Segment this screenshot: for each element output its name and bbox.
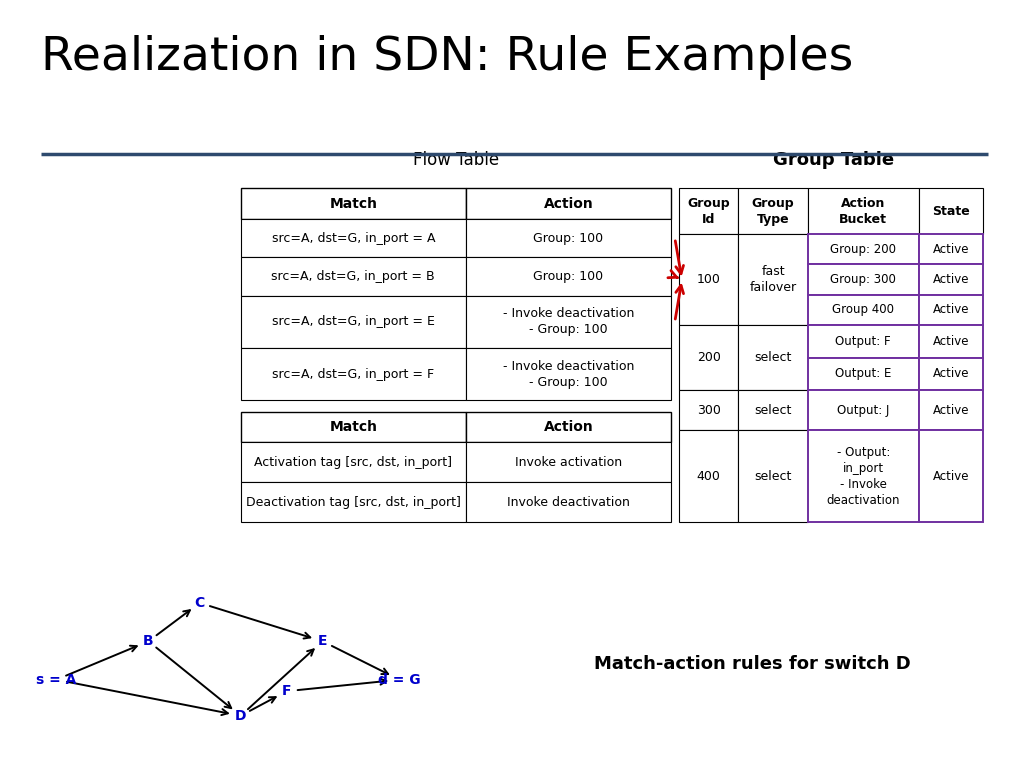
Bar <box>466 412 671 442</box>
Bar <box>919 357 983 390</box>
Text: s = A: s = A <box>36 673 77 687</box>
Text: Active: Active <box>933 367 969 380</box>
Bar <box>919 188 983 234</box>
Text: d = G: d = G <box>378 673 421 687</box>
Text: 200: 200 <box>696 351 721 364</box>
Text: Group: 200: Group: 200 <box>830 243 896 256</box>
Text: src=A, dst=G, in_port = A: src=A, dst=G, in_port = A <box>271 232 435 244</box>
Bar <box>679 430 738 522</box>
Text: select: select <box>755 351 792 364</box>
Text: Active: Active <box>933 470 969 482</box>
Text: src=A, dst=G, in_port = F: src=A, dst=G, in_port = F <box>272 368 434 380</box>
Text: 100: 100 <box>696 273 721 286</box>
Text: Output: J: Output: J <box>837 404 890 416</box>
Bar <box>808 390 919 430</box>
Text: - Output:
in_port
- Invoke
deactivation: - Output: in_port - Invoke deactivation <box>826 445 900 507</box>
Bar <box>679 325 738 390</box>
Bar <box>466 219 671 257</box>
Text: src=A, dst=G, in_port = E: src=A, dst=G, in_port = E <box>271 316 435 328</box>
Bar <box>919 390 983 430</box>
Text: Match: Match <box>330 420 377 434</box>
Text: Action: Action <box>544 197 593 210</box>
Text: Group: 100: Group: 100 <box>534 232 603 244</box>
Text: Group: 100: Group: 100 <box>534 270 603 283</box>
Text: B: B <box>143 634 154 648</box>
Bar <box>738 325 808 390</box>
Text: src=A, dst=G, in_port = B: src=A, dst=G, in_port = B <box>271 270 435 283</box>
Bar <box>241 219 466 257</box>
Bar <box>466 188 671 219</box>
Text: 300: 300 <box>696 404 721 416</box>
Text: Output: E: Output: E <box>835 367 892 380</box>
Bar <box>241 296 466 348</box>
Bar <box>466 482 671 522</box>
Bar <box>679 234 738 325</box>
Bar <box>738 234 808 325</box>
Bar <box>466 442 671 482</box>
Bar <box>919 234 983 264</box>
Text: State: State <box>932 205 970 217</box>
Bar <box>919 295 983 325</box>
Bar <box>466 257 671 296</box>
Text: Flow Table: Flow Table <box>413 151 499 169</box>
Bar <box>241 348 466 400</box>
Text: Action
Bucket: Action Bucket <box>840 197 887 226</box>
Bar <box>466 296 671 348</box>
Bar <box>808 264 919 295</box>
Bar <box>241 412 466 442</box>
Bar <box>808 295 919 325</box>
Text: Match-action rules for switch D: Match-action rules for switch D <box>594 655 911 674</box>
Text: Realization in SDN: Rule Examples: Realization in SDN: Rule Examples <box>41 35 853 80</box>
Bar <box>919 325 983 357</box>
Bar <box>808 188 919 234</box>
Text: D: D <box>234 709 247 723</box>
Text: - Invoke deactivation
- Group: 100: - Invoke deactivation - Group: 100 <box>503 359 634 389</box>
Text: E: E <box>317 634 328 648</box>
Text: C: C <box>195 596 205 610</box>
Text: Invoke deactivation: Invoke deactivation <box>507 496 630 508</box>
Text: Deactivation tag [src, dst, in_port]: Deactivation tag [src, dst, in_port] <box>246 496 461 508</box>
Text: - Invoke deactivation
- Group: 100: - Invoke deactivation - Group: 100 <box>503 307 634 336</box>
Bar <box>808 357 919 390</box>
Text: Output: F: Output: F <box>836 335 891 348</box>
Text: Group Table: Group Table <box>773 151 894 169</box>
Text: Group
Id: Group Id <box>687 197 730 226</box>
Text: select: select <box>755 470 792 482</box>
Bar <box>679 390 738 430</box>
Bar <box>241 188 466 219</box>
Text: select: select <box>755 404 792 416</box>
Bar <box>919 430 983 522</box>
Bar <box>679 188 738 234</box>
Text: Activation tag [src, dst, in_port]: Activation tag [src, dst, in_port] <box>254 456 453 468</box>
Text: Active: Active <box>933 243 969 256</box>
Bar <box>808 234 919 264</box>
Text: Group
Type: Group Type <box>752 197 795 226</box>
Text: Active: Active <box>933 404 969 416</box>
Text: Group: 300: Group: 300 <box>830 273 896 286</box>
Text: Active: Active <box>933 303 969 316</box>
Text: 400: 400 <box>696 470 721 482</box>
Text: fast
failover: fast failover <box>750 265 797 294</box>
Text: Match: Match <box>330 197 377 210</box>
Text: F: F <box>282 684 292 698</box>
Text: Action: Action <box>544 420 593 434</box>
Bar <box>466 348 671 400</box>
Text: Active: Active <box>933 335 969 348</box>
Bar <box>738 390 808 430</box>
Bar <box>241 482 466 522</box>
Text: Active: Active <box>933 273 969 286</box>
Bar <box>808 325 919 357</box>
Bar <box>738 188 808 234</box>
Text: Group 400: Group 400 <box>833 303 894 316</box>
Bar <box>808 430 919 522</box>
Bar <box>241 442 466 482</box>
Bar <box>738 430 808 522</box>
Bar <box>919 264 983 295</box>
Text: Invoke activation: Invoke activation <box>515 456 622 468</box>
Bar <box>241 257 466 296</box>
